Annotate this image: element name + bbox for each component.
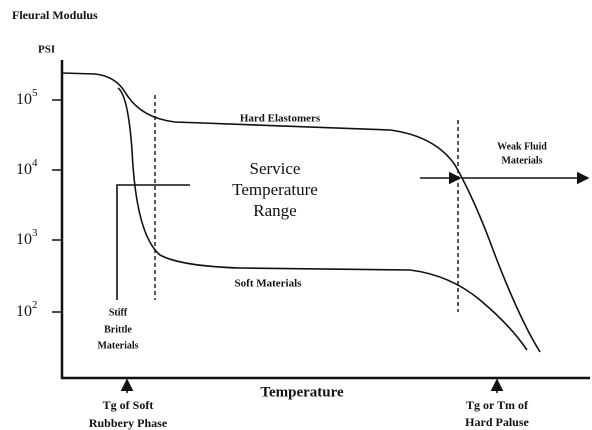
soft-curve — [117, 87, 528, 351]
tick-exponent: 4 — [32, 157, 38, 169]
marker-label: Tg or Tm of — [466, 398, 529, 412]
region-label: Range — [253, 201, 296, 220]
region-label: Brittle — [104, 324, 132, 335]
curve-label: Soft Materials — [235, 278, 303, 290]
y-tick-label: 103 — [16, 227, 38, 248]
unit: PSI — [38, 44, 55, 56]
region-label: Weak Fluid — [497, 141, 547, 152]
title: Fleural Modulus — [12, 8, 98, 22]
region-label: Materials — [97, 340, 138, 351]
region-label: Temperature — [232, 180, 318, 199]
marker-label: Tg of Soft — [103, 398, 154, 412]
tick-base: 10 — [16, 303, 32, 320]
tick-exponent: 2 — [32, 299, 38, 311]
hard-curve — [61, 72, 541, 353]
tick-base: 10 — [16, 161, 32, 178]
axes — [60, 60, 590, 380]
marker-label: Rubbery Phase — [89, 416, 168, 430]
x-axis-label: Temperature — [260, 384, 344, 400]
bracket-line — [116, 184, 190, 300]
tick-exponent: 5 — [32, 87, 38, 99]
tick-base: 10 — [16, 231, 32, 248]
y-tick-label: 104 — [16, 157, 38, 178]
y-tick-label: 105 — [16, 87, 38, 108]
marker-label: Hard Paluse — [465, 415, 529, 429]
region-label: Materials — [501, 155, 542, 166]
region-label: Service — [250, 159, 301, 178]
y-tick-label: 102 — [16, 299, 38, 320]
curve-label: Hard Elastomers — [240, 113, 321, 125]
tick-exponent: 3 — [32, 227, 38, 239]
tick-base: 10 — [16, 91, 32, 108]
region-label: Stiff — [109, 307, 128, 318]
